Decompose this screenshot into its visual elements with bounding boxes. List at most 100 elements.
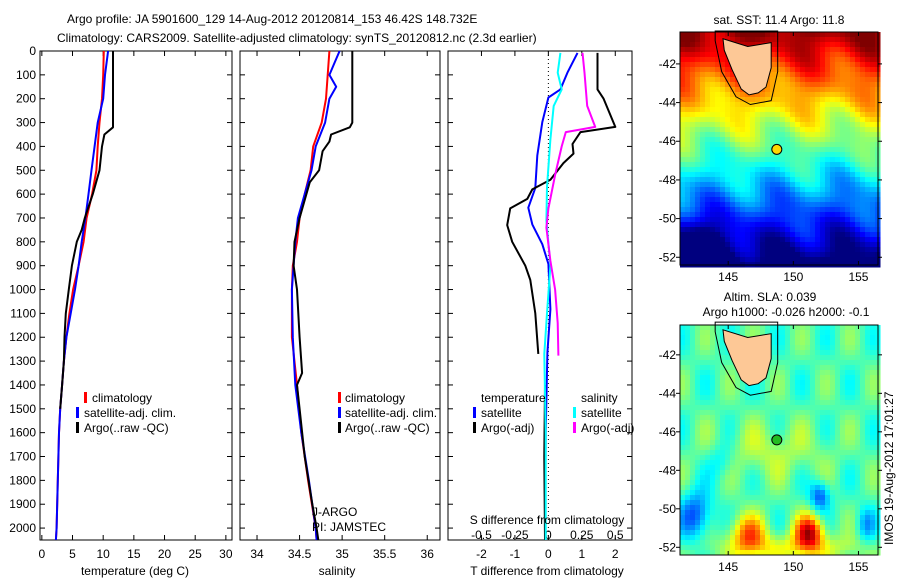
map-cell [760,420,766,426]
map-cell [835,335,841,341]
map-cell [865,92,871,98]
map-cell [685,42,691,48]
map-cell [805,330,811,336]
map-cell [840,335,846,341]
map-cell [825,232,831,238]
map-cell [750,390,756,396]
map-cell [865,57,871,63]
map-cell [745,405,751,411]
map-cell [760,102,766,108]
map-cell [820,47,826,53]
map-cell [825,217,831,223]
map-cell [720,82,726,88]
map-cell [680,360,686,366]
map-cell [700,147,706,153]
map-cell [765,172,771,178]
map-cell [870,257,876,263]
map-cell [835,355,841,361]
map-cell [845,167,851,173]
map-cell [825,192,831,198]
map-cell [765,87,771,93]
map-cell [815,117,821,123]
map-cell [760,470,766,476]
map-cell [825,435,831,441]
map-cell [870,222,876,228]
map-cell [785,72,791,78]
map-cell [710,350,716,356]
map-cell [860,465,866,471]
map-cell [785,495,791,501]
map-cell [680,97,686,103]
map-cell [820,410,826,416]
map-cell [750,157,756,163]
map-cell [730,525,736,531]
map-cell [820,470,826,476]
map-cell [840,485,846,491]
map-cell [760,545,766,551]
map-cell [715,112,721,118]
map-cell [845,152,851,158]
map-cell [870,430,876,436]
map-cell [840,112,846,118]
map-cell [680,32,686,38]
map-cell [790,410,796,416]
map-cell [750,405,756,411]
map-cell [770,395,776,401]
map-cell [810,380,816,386]
map-cell [855,92,861,98]
map-cell [820,107,826,113]
map-cell [860,550,866,556]
map-cell [795,112,801,118]
map-cell [865,530,871,536]
map-cell [860,112,866,118]
map-cell [680,167,686,173]
map-cell [725,380,731,386]
map-cell [840,47,846,53]
map-cell [825,182,831,188]
map-cell [865,227,871,233]
map-cell [750,430,756,436]
map-cell [820,177,826,183]
sst-map: 145 150 155-42-44-46-48-50-52 [659,30,882,284]
map-cell [780,127,786,133]
map-cell [760,510,766,516]
map-cell [870,325,876,331]
map-cell [715,142,721,148]
map-cell [755,395,761,401]
map-cell [685,82,691,88]
map-cell [850,257,856,263]
map-cell [780,212,786,218]
map-cell [790,540,796,546]
map-cell [870,330,876,336]
map-cell [705,37,711,43]
map-cell [775,77,781,83]
series-argo-raw-qc- [59,51,114,409]
map-cell [720,147,726,153]
legend-label: satellite [481,406,522,420]
map-cell [865,390,871,396]
map-cell [815,47,821,53]
map-cell [775,157,781,163]
map-cell [800,167,806,173]
map-cell [835,237,841,243]
map-cell [850,425,856,431]
map-cell [870,207,876,213]
map-cell [790,325,796,331]
map-cell [730,510,736,516]
map-cell [870,62,876,68]
map-cell [715,157,721,163]
map-cell [795,400,801,406]
map-cell [720,395,726,401]
map-cell [825,485,831,491]
map-cell [735,162,741,168]
temperature-legend: climatology satellite-adj. clim. Argo(..… [76,391,176,435]
map-cell [755,252,761,258]
map-cell [685,405,691,411]
map-cell [780,505,786,511]
map-cell [815,252,821,258]
map-cell [695,500,701,506]
map-cell [680,142,686,148]
map-cell [730,515,736,521]
map-cell [865,500,871,506]
map-cell [855,112,861,118]
